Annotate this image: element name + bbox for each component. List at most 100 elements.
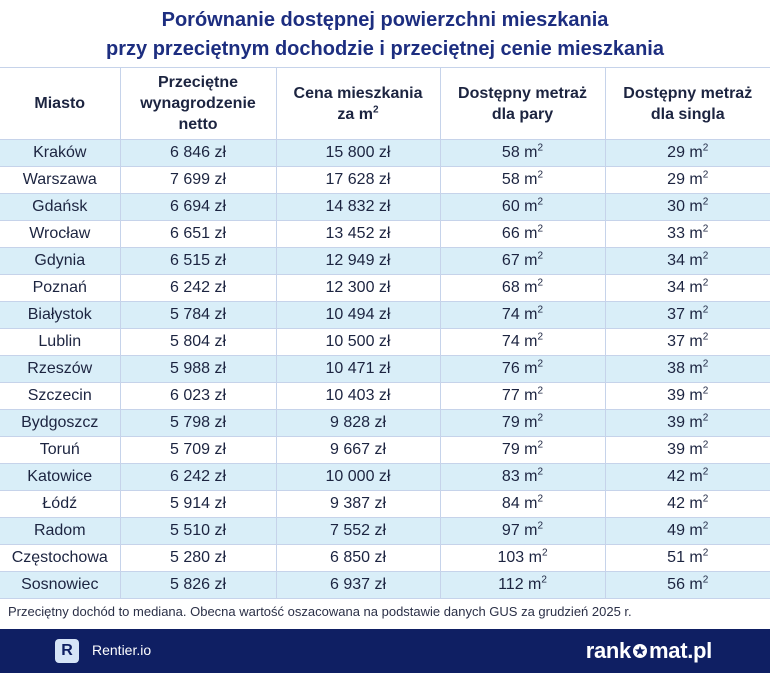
salary-cell: 6 023 zł <box>119 382 277 410</box>
city-cell: Toruń <box>0 436 121 464</box>
salary-cell: 5 709 zł <box>119 436 277 464</box>
couple-area-cell: 83 m2 <box>439 463 606 491</box>
salary-cell: 5 510 zł <box>119 517 277 545</box>
salary-cell: 5 784 zł <box>119 301 277 329</box>
city-cell: Szczecin <box>0 382 121 410</box>
single-area-cell: 30 m2 <box>604 193 770 221</box>
salary-cell: 5 798 zł <box>119 409 277 437</box>
couple-area-cell: 112 m2 <box>439 571 606 599</box>
couple-area-cell: 74 m2 <box>439 328 606 356</box>
price-cell: 9 387 zł <box>275 490 441 518</box>
couple-area-cell: 67 m2 <box>439 247 606 275</box>
table-row: Sosnowiec 5 826 zł 6 937 zł 112 m2 56 m2 <box>0 571 770 599</box>
salary-cell: 6 515 zł <box>119 247 277 275</box>
price-cell: 10 500 zł <box>275 328 441 356</box>
single-area-cell: 39 m2 <box>604 436 770 464</box>
couple-area-cell: 60 m2 <box>439 193 606 221</box>
table-row: Częstochowa 5 280 zł 6 850 zł 103 m2 51 m2 <box>0 544 770 572</box>
price-cell: 15 800 zł <box>275 139 441 167</box>
footnote: Przeciętny dochód to mediana. Obecna war… <box>8 604 632 619</box>
couple-area-cell: 79 m2 <box>439 409 606 437</box>
salary-cell: 5 804 zł <box>119 328 277 356</box>
table-row: Wrocław 6 651 zł 13 452 zł 66 m2 33 m2 <box>0 220 770 248</box>
single-area-cell: 56 m2 <box>604 571 770 599</box>
salary-cell: 6 846 zł <box>119 139 277 167</box>
city-cell: Lublin <box>0 328 121 356</box>
salary-cell: 7 699 zł <box>119 166 277 194</box>
header-city: Miasto <box>0 67 121 140</box>
table-row: Szczecin 6 023 zł 10 403 zł 77 m2 39 m2 <box>0 382 770 410</box>
price-cell: 6 937 zł <box>275 571 441 599</box>
city-cell: Rzeszów <box>0 355 121 383</box>
single-area-cell: 38 m2 <box>604 355 770 383</box>
table-row: Radom 5 510 zł 7 552 zł 97 m2 49 m2 <box>0 517 770 545</box>
price-cell: 10 471 zł <box>275 355 441 383</box>
city-cell: Bydgoszcz <box>0 409 121 437</box>
header-single: Dostępny metraż dla singla <box>604 67 770 140</box>
couple-area-cell: 74 m2 <box>439 301 606 329</box>
price-cell: 6 850 zł <box>275 544 441 572</box>
salary-cell: 5 826 zł <box>119 571 277 599</box>
rankomat-logo: rank mat.pl <box>585 638 713 663</box>
table-header-row: Miasto Przeciętne wynagrodzenie netto Ce… <box>0 67 770 140</box>
couple-area-cell: 76 m2 <box>439 355 606 383</box>
price-cell: 14 832 zł <box>275 193 441 221</box>
salary-cell: 6 242 zł <box>119 274 277 302</box>
price-cell: 12 300 zł <box>275 274 441 302</box>
single-area-cell: 51 m2 <box>604 544 770 572</box>
couple-area-cell: 68 m2 <box>439 274 606 302</box>
single-area-cell: 37 m2 <box>604 328 770 356</box>
salary-cell: 6 242 zł <box>119 463 277 491</box>
single-area-cell: 42 m2 <box>604 463 770 491</box>
single-area-cell: 42 m2 <box>604 490 770 518</box>
couple-area-cell: 79 m2 <box>439 436 606 464</box>
rentier-logo-icon: R <box>55 639 79 663</box>
table-row: Gdańsk 6 694 zł 14 832 zł 60 m2 30 m2 <box>0 193 770 221</box>
page-title: Porównanie dostępnej powierzchni mieszka… <box>0 6 770 64</box>
single-area-cell: 49 m2 <box>604 517 770 545</box>
salary-cell: 5 914 zł <box>119 490 277 518</box>
city-cell: Sosnowiec <box>0 571 121 599</box>
table-row: Gdynia 6 515 zł 12 949 zł 67 m2 34 m2 <box>0 247 770 275</box>
single-area-cell: 34 m2 <box>604 247 770 275</box>
couple-area-cell: 58 m2 <box>439 166 606 194</box>
footer-bar: R Rentier.io rank mat.pl <box>0 629 770 673</box>
table-row: Białystok 5 784 zł 10 494 zł 74 m2 37 m2 <box>0 301 770 329</box>
price-cell: 12 949 zł <box>275 247 441 275</box>
star-icon <box>633 644 647 658</box>
header-salary: Przeciętne wynagrodzenie netto <box>119 67 277 140</box>
city-cell: Warszawa <box>0 166 121 194</box>
price-cell: 9 667 zł <box>275 436 441 464</box>
table-row: Kraków 6 846 zł 15 800 zł 58 m2 29 m2 <box>0 139 770 167</box>
table-row: Warszawa 7 699 zł 17 628 zł 58 m2 29 m2 <box>0 166 770 194</box>
salary-cell: 5 280 zł <box>119 544 277 572</box>
single-area-cell: 34 m2 <box>604 274 770 302</box>
single-area-cell: 29 m2 <box>604 166 770 194</box>
city-cell: Katowice <box>0 463 121 491</box>
couple-area-cell: 103 m2 <box>439 544 606 572</box>
couple-area-cell: 58 m2 <box>439 139 606 167</box>
table-row: Lublin 5 804 zł 10 500 zł 74 m2 37 m2 <box>0 328 770 356</box>
single-area-cell: 39 m2 <box>604 409 770 437</box>
city-cell: Poznań <box>0 274 121 302</box>
single-area-cell: 33 m2 <box>604 220 770 248</box>
city-cell: Białystok <box>0 301 121 329</box>
table-row: Toruń 5 709 zł 9 667 zł 79 m2 39 m2 <box>0 436 770 464</box>
title-line-2: przy przeciętnym dochodzie i przeciętnej… <box>106 38 664 60</box>
price-cell: 10 403 zł <box>275 382 441 410</box>
header-price: Cena mieszkania za m2 <box>275 67 441 140</box>
couple-area-cell: 84 m2 <box>439 490 606 518</box>
city-cell: Wrocław <box>0 220 121 248</box>
table-row: Katowice 6 242 zł 10 000 zł 83 m2 42 m2 <box>0 463 770 491</box>
single-area-cell: 39 m2 <box>604 382 770 410</box>
table-row: Łódź 5 914 zł 9 387 zł 84 m2 42 m2 <box>0 490 770 518</box>
city-cell: Kraków <box>0 139 121 167</box>
price-cell: 10 000 zł <box>275 463 441 491</box>
price-cell: 17 628 zł <box>275 166 441 194</box>
title-line-1: Porównanie dostępnej powierzchni mieszka… <box>161 9 609 31</box>
table-row: Poznań 6 242 zł 12 300 zł 68 m2 34 m2 <box>0 274 770 302</box>
salary-cell: 6 694 zł <box>119 193 277 221</box>
city-cell: Gdańsk <box>0 193 121 221</box>
couple-area-cell: 77 m2 <box>439 382 606 410</box>
single-area-cell: 37 m2 <box>604 301 770 329</box>
